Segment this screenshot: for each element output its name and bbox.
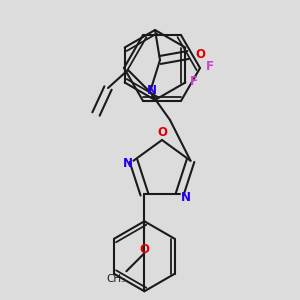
Text: N: N	[122, 157, 133, 170]
Text: F: F	[190, 75, 198, 88]
Text: N: N	[181, 191, 190, 204]
Text: O: O	[157, 127, 167, 140]
Text: O: O	[140, 243, 149, 256]
Text: CH₃: CH₃	[107, 274, 126, 284]
Text: O: O	[195, 49, 205, 62]
Text: F: F	[206, 59, 214, 73]
Text: N: N	[147, 83, 157, 97]
